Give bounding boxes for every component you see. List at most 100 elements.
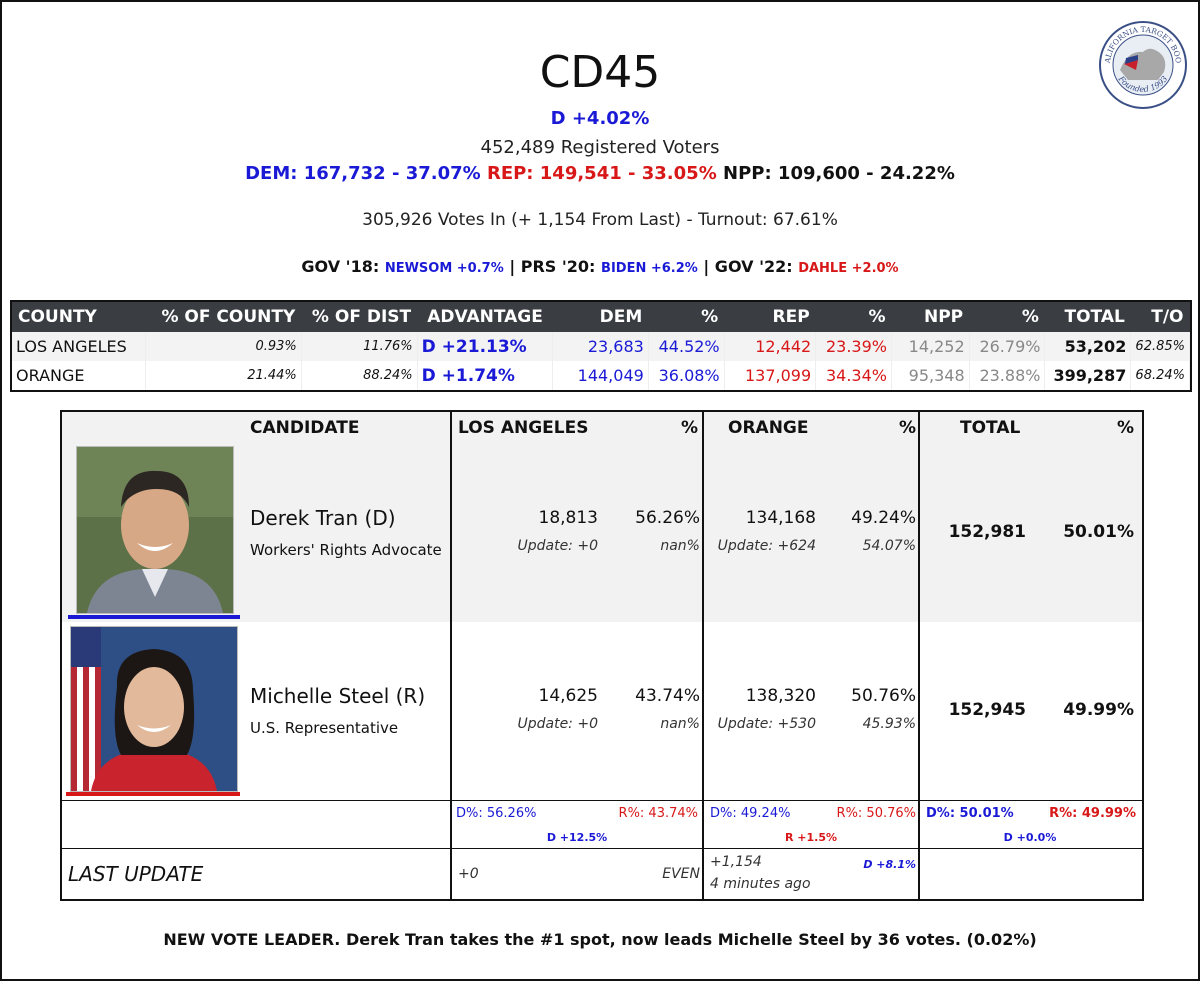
oc-votes: 138,320: [745, 686, 816, 706]
la-update: Update: +0: [517, 538, 598, 554]
divider: [62, 848, 1142, 849]
divider: [450, 412, 452, 899]
oc-update: Update: +624: [717, 538, 816, 554]
header-la-pct: %: [680, 418, 698, 438]
advantage: D +1.74%: [417, 361, 554, 390]
la-margin: D +12.5%: [546, 831, 608, 844]
county-name: LOS ANGELES: [12, 332, 147, 361]
col-npp-pct: %: [969, 302, 1045, 332]
candidate-name: Michelle Steel (R): [250, 684, 426, 708]
la-votes: 14,625: [538, 686, 598, 706]
pct-county: 21.44%: [145, 361, 302, 390]
table-row: LOS ANGELES 0.93% 11.76% D +21.13% 23,68…: [12, 332, 1190, 361]
page-title: CD45: [539, 47, 661, 98]
col-npp: NPP: [891, 302, 970, 332]
total-pct: 50.01%: [1063, 522, 1134, 542]
divider: [62, 800, 1142, 801]
rep-pct: 34.34%: [815, 361, 892, 390]
gov22-label: | GOV '22:: [703, 257, 793, 276]
oc-time: 4 minutes ago: [710, 876, 811, 892]
rep-pct: 23.39%: [815, 332, 892, 361]
rep-votes: 137,099: [724, 361, 817, 390]
candidate-photo-steel: [70, 626, 238, 792]
turnout: 62.85%: [1130, 332, 1190, 361]
oc-update: Update: +530: [717, 716, 816, 732]
pct-county: 0.93%: [145, 332, 302, 361]
prs20-value: BIDEN +6.2%: [601, 261, 698, 276]
oc-update-margin: D +8.1%: [863, 858, 916, 871]
la-update-pct: nan%: [660, 716, 700, 732]
total-votes: 152,981: [948, 522, 1026, 542]
votes-in: 305,926 Votes In (+ 1,154 From Last) - T…: [362, 210, 838, 230]
col-pct-county: % OF COUNTY: [145, 302, 302, 332]
la-r-pct: R%: 43.74%: [618, 806, 698, 821]
oc-pct: 49.24%: [851, 508, 916, 528]
col-dem-pct: %: [648, 302, 725, 332]
vote-leader-note: NEW VOTE LEADER. Derek Tran takes the #1…: [163, 930, 1037, 949]
col-county: COUNTY: [12, 302, 146, 332]
la-d-pct: D%: 56.26%: [456, 806, 537, 821]
dem-pct: 44.52%: [648, 332, 725, 361]
npp-votes: 95,348: [891, 361, 970, 390]
registered-voters: 452,489 Registered Voters: [480, 137, 720, 158]
candidate-table: CANDIDATE LOS ANGELES % ORANGE % TOTAL %…: [60, 410, 1144, 901]
la-pct: 56.26%: [635, 508, 700, 528]
district-advantage: D +4.02%: [550, 108, 650, 129]
divider: [918, 412, 920, 899]
la-status: EVEN: [662, 866, 700, 882]
dem-votes: 23,683: [552, 332, 649, 361]
la-change: +0: [458, 866, 479, 882]
county-table-header: COUNTY % OF COUNTY % OF DIST ADVANTAGE D…: [12, 302, 1190, 332]
header-la: LOS ANGELES: [458, 418, 589, 438]
total-votes: 399,287: [1044, 361, 1132, 390]
col-total: TOTAL: [1044, 302, 1131, 332]
total-votes: 53,202: [1044, 332, 1132, 361]
gov18-value: NEWSOM +0.7%: [384, 261, 504, 276]
oc-update-pct: 45.93%: [862, 716, 916, 732]
dem-votes: 144,049: [552, 361, 649, 390]
header-total-pct: %: [1116, 418, 1134, 438]
rep-votes: 12,442: [724, 332, 817, 361]
la-pct: 43.74%: [635, 686, 700, 706]
header-total: TOTAL: [960, 418, 1021, 438]
col-turnout: T/O: [1130, 302, 1190, 332]
target-book-logo: CALIFORNIA TARGET BOOK Founded 1993: [1098, 20, 1187, 109]
candidate-name: Derek Tran (D): [250, 506, 396, 530]
col-advantage: ADVANTAGE: [417, 302, 553, 332]
total-votes: 152,945: [948, 700, 1026, 720]
la-update: Update: +0: [517, 716, 598, 732]
party-registration: DEM: 167,732 - 37.07% REP: 149,541 - 33.…: [0, 163, 1200, 184]
total-margin: D +0.0%: [1003, 831, 1057, 844]
oc-margin: R +1.5%: [784, 831, 838, 844]
gov22-value: DAHLE +2.0%: [798, 261, 899, 276]
candidate-occupation: U.S. Representative: [250, 719, 399, 737]
pct-dist: 11.76%: [301, 332, 418, 361]
rep-underline: [66, 792, 240, 796]
past-results: GOV '18: NEWSOM +0.7% | PRS '20: BIDEN +…: [0, 257, 1200, 276]
dem-pct: 36.08%: [648, 361, 725, 390]
oc-d-pct: D%: 49.24%: [710, 806, 791, 821]
col-rep: REP: [724, 302, 816, 332]
candidate-photo-tran: [76, 446, 234, 614]
county-table: COUNTY % OF COUNTY % OF DIST ADVANTAGE D…: [10, 300, 1192, 392]
gov18-label: GOV '18:: [301, 257, 380, 276]
total-pct: 49.99%: [1063, 700, 1134, 720]
candidate-occupation: Workers' Rights Advocate: [250, 541, 442, 559]
turnout: 68.24%: [1130, 361, 1190, 390]
npp-votes: 14,252: [891, 332, 970, 361]
header-oc: ORANGE: [728, 418, 809, 438]
candidate-row-bg-1: [62, 412, 1142, 622]
oc-change: +1,154: [710, 854, 762, 870]
pct-dist: 88.24%: [301, 361, 418, 390]
col-pct-dist: % OF DIST: [301, 302, 418, 332]
last-update-label: LAST UPDATE: [68, 862, 204, 886]
table-row: ORANGE 21.44% 88.24% D +1.74% 144,049 36…: [12, 361, 1190, 390]
npp-pct: 23.88%: [969, 361, 1046, 390]
advantage: D +21.13%: [417, 332, 554, 361]
oc-pct: 50.76%: [851, 686, 916, 706]
rep-registration: REP: 149,541 - 33.05%: [486, 163, 717, 184]
prs20-label: | PRS '20:: [509, 257, 596, 276]
dem-registration: DEM: 167,732 - 37.07%: [245, 163, 481, 184]
header-oc-pct: %: [898, 418, 916, 438]
